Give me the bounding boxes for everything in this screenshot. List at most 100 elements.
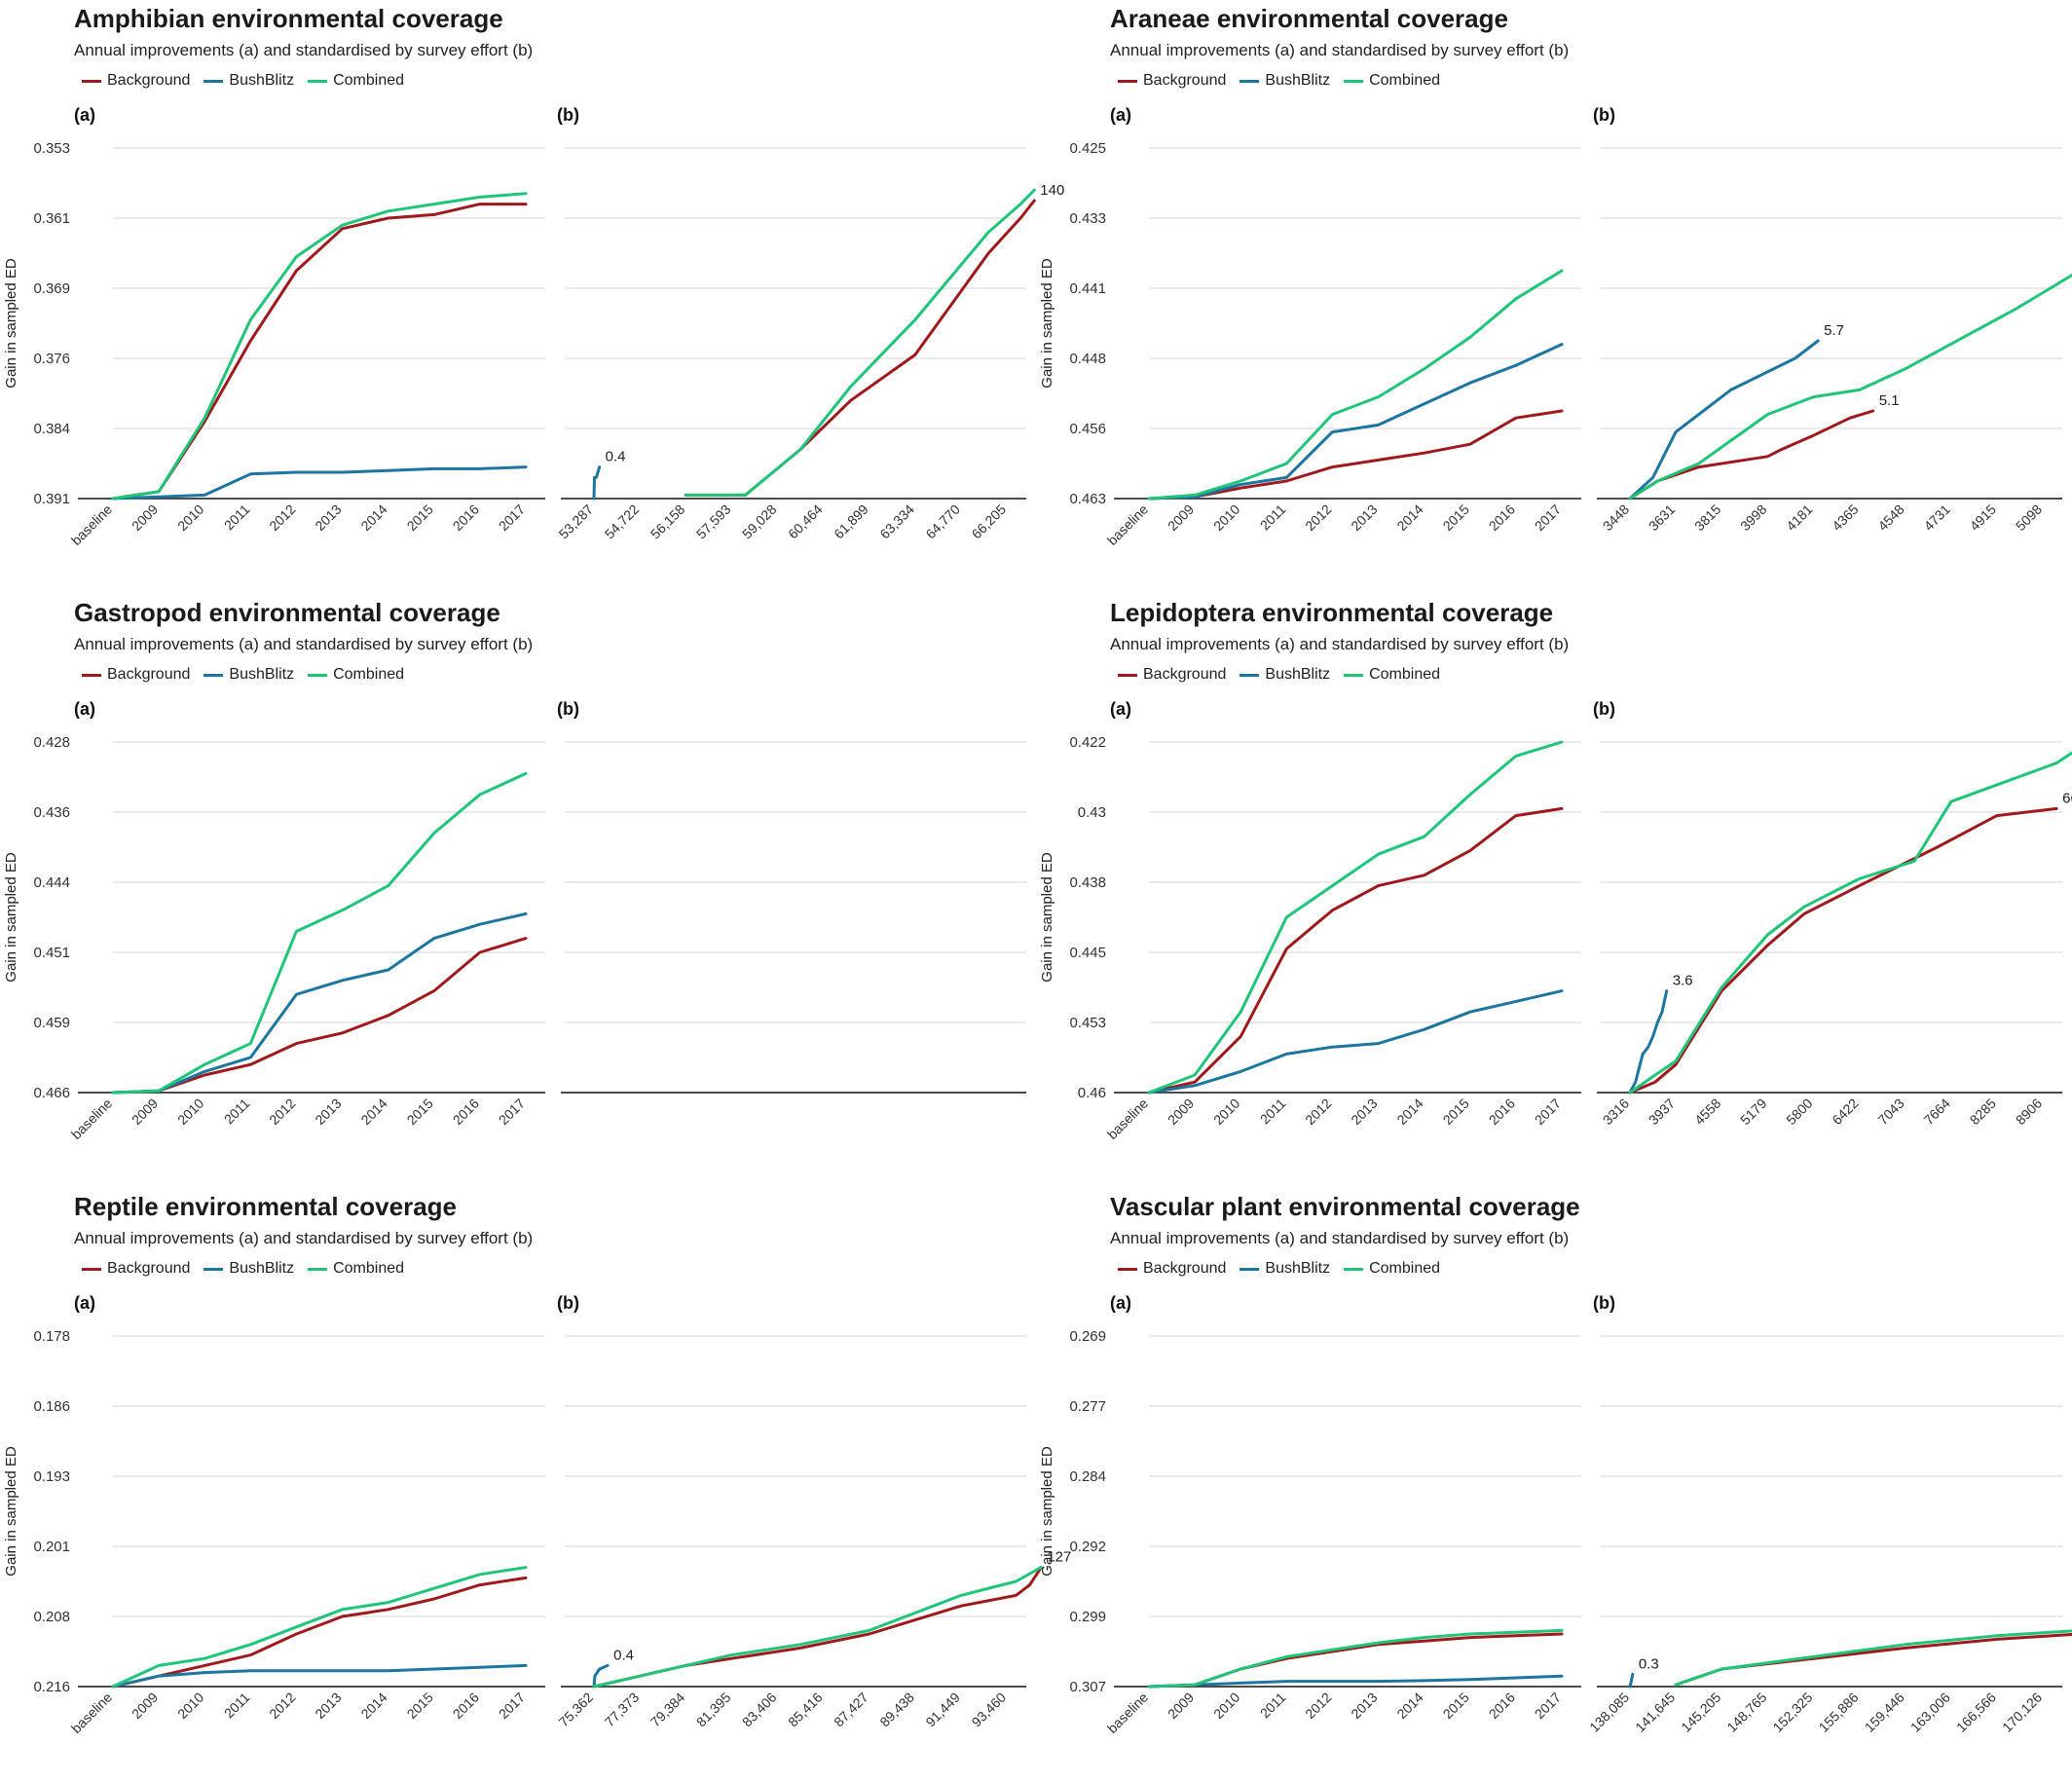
y-axis-label: Gain in sampled ED xyxy=(1039,852,1055,983)
x-tick-label-b: 141,645 xyxy=(1632,1689,1678,1735)
y-tick-label: 0.201 xyxy=(33,1539,70,1555)
x-tick-label-a: 2013 xyxy=(312,501,344,534)
x-tick-label-a: 2011 xyxy=(1257,1689,1289,1722)
x-tick-label-a: 2016 xyxy=(450,501,482,534)
legend-label-combined: Combined xyxy=(1369,666,1441,683)
x-tick-label-b: 159,446 xyxy=(1862,1689,1907,1735)
series-line-a-bushblitz xyxy=(1147,1674,1564,1689)
legend-label-bushblitz: BushBlitz xyxy=(1265,72,1331,89)
x-tick-label-a: 2012 xyxy=(1302,1095,1334,1128)
series-line-b-background xyxy=(684,199,1036,497)
chart-plot: Gain in sampled ED (a) (b) 0.178 0.186 0.193 0… xyxy=(3,1293,1071,1736)
legend-item-combined: Combined xyxy=(308,72,404,90)
chart-legend: Background BushBlitz Combined xyxy=(1118,666,1454,684)
legend-item-background: Background xyxy=(82,72,190,90)
y-tick-label: 0.422 xyxy=(1069,734,1106,751)
legend-item-background: Background xyxy=(1118,1260,1226,1278)
y-tick-label: 0.277 xyxy=(1069,1398,1106,1415)
x-tick-label-a: 2017 xyxy=(496,1689,528,1722)
x-tick-label-a: 2017 xyxy=(1532,1095,1564,1128)
y-tick-label: 0.463 xyxy=(1069,491,1106,507)
y-axis-label: Gain in sampled ED xyxy=(1039,258,1055,389)
series-line-a-bushblitz xyxy=(1147,343,1564,501)
x-tick-label-a: 2015 xyxy=(404,1689,436,1722)
legend-swatch-combined xyxy=(1344,1267,1364,1271)
y-tick-label: 0.448 xyxy=(1069,351,1106,367)
series-line-a-combined xyxy=(1147,1628,1564,1689)
x-tick-label-a: baseline xyxy=(68,501,115,548)
x-tick-label-b: 77,373 xyxy=(602,1689,643,1730)
subplot-label-a: (a) xyxy=(74,105,95,125)
x-tick-label-b: 138,085 xyxy=(1586,1689,1632,1735)
x-tick-label-b: 83,406 xyxy=(739,1689,780,1730)
x-tick-label-b: 66,205 xyxy=(969,501,1010,542)
legend-item-bushblitz: BushBlitz xyxy=(204,72,294,90)
y-tick-label: 0.436 xyxy=(33,804,70,821)
legend-label-background: Background xyxy=(1143,1260,1227,1277)
x-tick-label-a: 2013 xyxy=(1348,501,1380,534)
y-axis-label: Gain in sampled ED xyxy=(3,1446,19,1577)
legend-label-background: Background xyxy=(1143,666,1227,683)
series-line-a-bushblitz xyxy=(111,911,528,1095)
chart-panel-lepidoptera: Lepidoptera environmental coverage Annua… xyxy=(1036,594,2072,1188)
x-tick-label-b: 5800 xyxy=(1783,1095,1815,1128)
subplot-label-a: (a) xyxy=(74,1293,95,1313)
x-tick-label-b: 56,158 xyxy=(648,501,688,542)
legend-item-combined: Combined xyxy=(1344,1260,1440,1278)
chart-subtitle: Annual improvements (a) and standardised… xyxy=(1110,635,1570,653)
x-tick-label-a: 2010 xyxy=(1210,1095,1242,1128)
x-tick-label-a: 2017 xyxy=(1532,501,1564,534)
x-tick-label-a: 2010 xyxy=(1210,501,1242,534)
legend-swatch-combined xyxy=(308,673,328,677)
chart-legend: Background BushBlitz Combined xyxy=(82,666,418,684)
series-line-b-background xyxy=(592,1566,1043,1689)
end-label-background: 140 xyxy=(1040,182,1064,199)
y-tick-label: 0.459 xyxy=(33,1015,70,1031)
x-tick-label-a: 2016 xyxy=(450,1689,482,1722)
y-tick-label: 0.307 xyxy=(1069,1679,1106,1695)
series-line-a-bushblitz xyxy=(1147,989,1564,1095)
x-tick-label-a: 2011 xyxy=(221,1689,253,1722)
series-line-b-background xyxy=(1674,1632,2072,1687)
x-tick-label-b: 166,566 xyxy=(1953,1689,1999,1735)
end-label-bushblitz: 0.3 xyxy=(1639,1655,1659,1672)
series-line-b-background xyxy=(1628,409,1875,501)
x-tick-label-a: 2009 xyxy=(129,501,161,534)
legend-label-background: Background xyxy=(107,1260,191,1277)
x-tick-label-b: 91,449 xyxy=(922,1689,963,1730)
legend-item-background: Background xyxy=(82,1260,190,1278)
x-tick-label-b: 3937 xyxy=(1646,1095,1678,1128)
chart-subtitle: Annual improvements (a) and standardised… xyxy=(74,41,534,59)
y-axis-label: Gain in sampled ED xyxy=(3,852,19,983)
x-tick-label-b: 64,770 xyxy=(922,501,963,542)
legend-item-background: Background xyxy=(1118,72,1226,90)
x-tick-label-a: 2015 xyxy=(404,1095,436,1128)
chart-panel-reptile: Reptile environmental coverage Annual im… xyxy=(0,1188,1071,1782)
series-line-b-combined xyxy=(592,1566,1043,1689)
series-line-a-combined xyxy=(111,771,528,1095)
legend-label-combined: Combined xyxy=(333,72,405,89)
x-tick-label-a: 2016 xyxy=(450,1095,482,1128)
x-tick-label-b: 63,334 xyxy=(876,501,917,542)
y-tick-label: 0.444 xyxy=(33,874,70,891)
x-tick-label-a: 2011 xyxy=(1257,501,1289,534)
series-line-a-combined xyxy=(111,1566,528,1689)
y-tick-label: 0.425 xyxy=(1069,140,1106,157)
y-tick-label: 0.292 xyxy=(1069,1539,1106,1555)
x-tick-label-a: 2014 xyxy=(1393,501,1425,534)
y-tick-label: 0.284 xyxy=(1069,1468,1106,1485)
y-tick-label: 0.43 xyxy=(1078,804,1106,821)
legend-swatch-bushblitz xyxy=(204,673,224,677)
x-tick-label-a: 2014 xyxy=(1393,1689,1425,1722)
series-line-b-bushblitz xyxy=(1628,1672,1635,1689)
y-tick-label: 0.438 xyxy=(1069,874,1106,891)
series-line-b-combined xyxy=(1628,751,2072,1095)
subplot-label-a: (a) xyxy=(74,699,95,719)
series-line-a-background xyxy=(111,937,528,1095)
y-tick-label: 0.466 xyxy=(33,1085,70,1101)
legend-swatch-combined xyxy=(1344,673,1364,677)
y-tick-label: 0.376 xyxy=(33,351,70,367)
x-tick-label-b: 7043 xyxy=(1874,1095,1906,1128)
chart-plot: Gain in sampled ED (a) (b) 0.425 0.433 0.441 0… xyxy=(1039,105,2072,548)
series-line-b-bushblitz xyxy=(592,465,602,501)
